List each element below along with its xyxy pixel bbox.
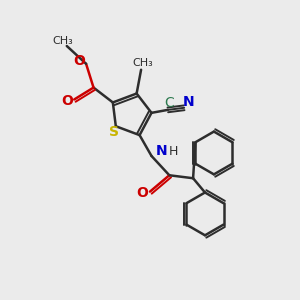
Text: O: O: [136, 186, 148, 200]
Text: O: O: [74, 54, 86, 68]
Text: C: C: [164, 96, 174, 110]
Text: N: N: [183, 95, 194, 110]
Text: CH₃: CH₃: [132, 58, 153, 68]
Text: O: O: [62, 94, 74, 108]
Text: H: H: [169, 145, 178, 158]
Text: S: S: [109, 124, 119, 139]
Text: CH₃: CH₃: [52, 36, 73, 46]
Text: N: N: [156, 145, 168, 158]
